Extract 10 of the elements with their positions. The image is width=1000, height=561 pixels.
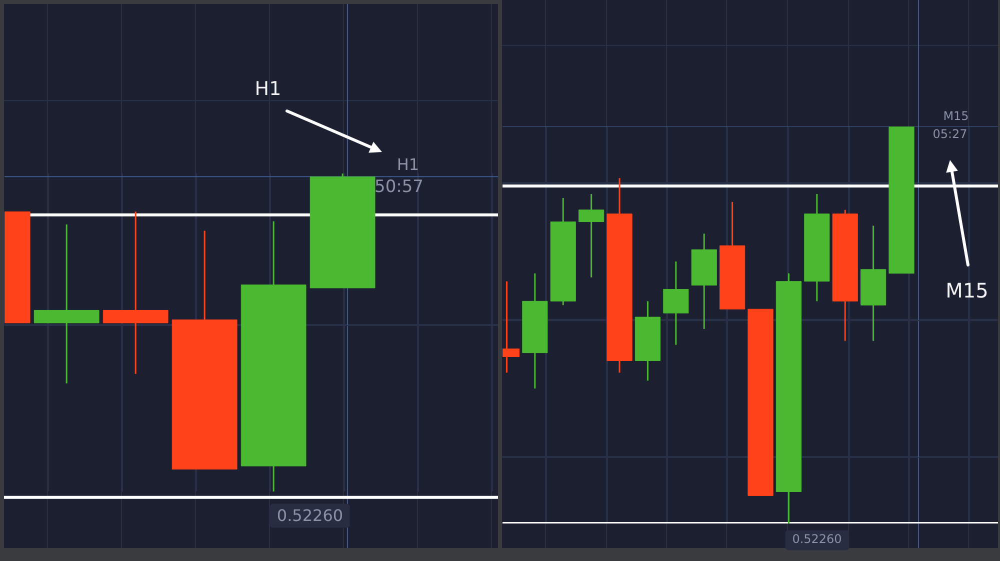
candlestick [102,210,168,375]
text: 0.52260 [785,530,849,550]
text: H1 [396,154,420,174]
annotation: 50:57 [374,177,424,198]
text: H1 [254,78,282,101]
text: M15 [946,278,988,302]
candlestick [34,224,100,384]
text: M15 [943,109,969,124]
text: 05:27 [932,127,968,142]
text: 0.52260 [270,504,350,528]
